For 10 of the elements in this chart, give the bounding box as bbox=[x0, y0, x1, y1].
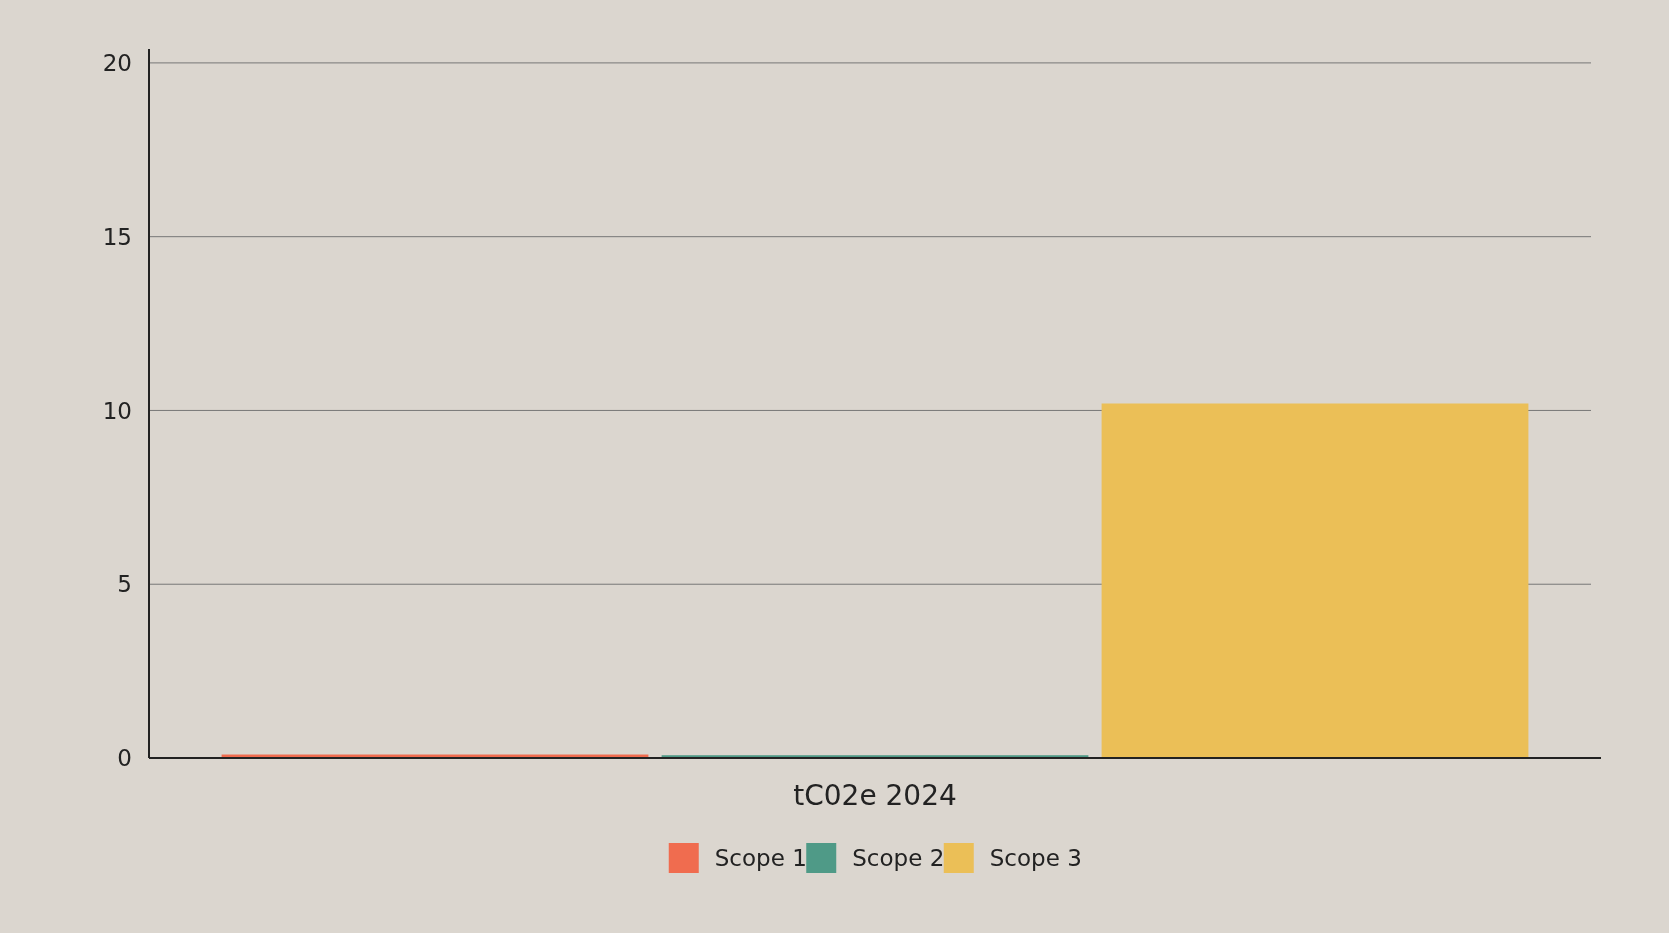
x-tick-label: tC02e 2024 bbox=[793, 779, 957, 812]
legend-label: Scope 3 bbox=[989, 845, 1082, 872]
y-tick-label: 10 bbox=[102, 397, 132, 424]
bar bbox=[1101, 403, 1529, 758]
y-tick-label: 15 bbox=[102, 223, 132, 250]
y-tick-label: 20 bbox=[102, 49, 132, 76]
legend-label: Scope 1 bbox=[714, 845, 807, 872]
y-tick-label: 5 bbox=[117, 571, 132, 598]
legend-label: Scope 2 bbox=[852, 845, 945, 872]
y-tick-label: 0 bbox=[117, 745, 132, 772]
